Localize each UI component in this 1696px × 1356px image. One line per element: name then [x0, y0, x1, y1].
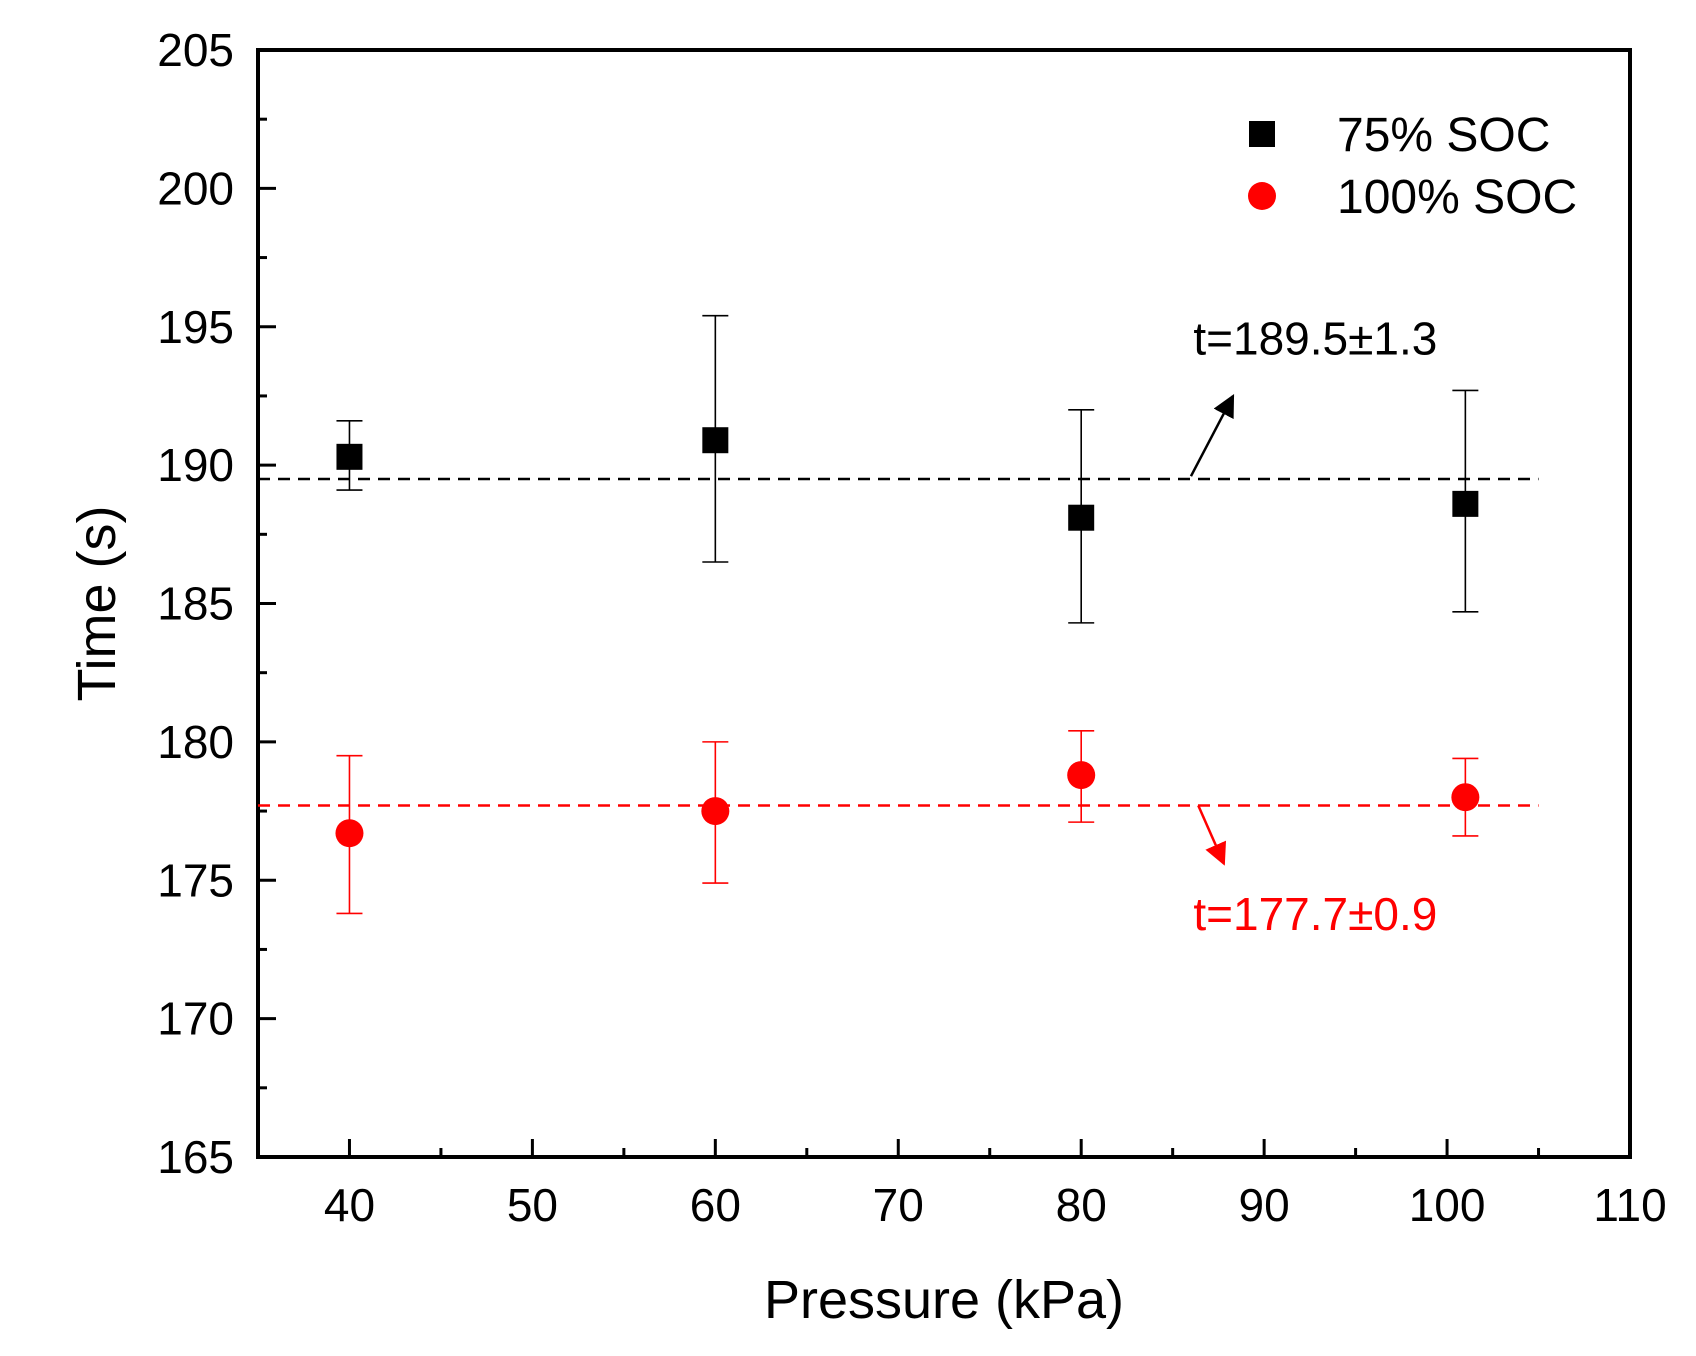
y-tick-label: 200 — [157, 162, 234, 214]
data-point-circle — [1451, 783, 1480, 812]
y-tick-label: 180 — [157, 716, 234, 768]
data-point-circle — [1067, 761, 1096, 790]
axes-layer: 40 50 60 70 80 90 100 110 165 170 175 180 185 190 195 2… — [157, 24, 1666, 1231]
x-tick-label: 50 — [507, 1179, 558, 1231]
y-axis-title: Time (s) — [67, 506, 127, 702]
x-tick-label: 80 — [1056, 1179, 1107, 1231]
x-axis-title: Pressure (kPa) — [764, 1270, 1124, 1330]
y-tick-label: 205 — [157, 24, 234, 76]
annotation-arrow-1 — [1189, 393, 1235, 477]
data-point-square — [702, 427, 729, 454]
reference-lines-layer — [258, 477, 1539, 807]
y-tick-label: 190 — [157, 439, 234, 491]
data-point-square — [336, 443, 363, 470]
annotation-arrow-2 — [1197, 805, 1227, 866]
legend-swatch-square — [1249, 121, 1275, 147]
data-point-square — [1452, 490, 1479, 517]
legend-label: 100% SOC — [1337, 171, 1577, 224]
x-tick-label: 100 — [1409, 1179, 1486, 1231]
error-bars-layer — [336, 314, 1479, 915]
y-tick-label: 165 — [157, 1131, 234, 1183]
y-tick-label: 175 — [157, 854, 234, 906]
x-tick-label: 110 — [1593, 1179, 1666, 1231]
y-tick-label: 185 — [157, 578, 234, 630]
data-points-layer — [335, 427, 1480, 848]
legend: 75% SOC 100% SOC — [1248, 109, 1577, 224]
x-tick-label: 70 — [873, 1179, 924, 1231]
annotation-label-1: t=189.5±1.3 — [1193, 312, 1437, 364]
y-tick-label: 170 — [157, 993, 234, 1045]
annotations-layer: t=189.5±1.3 t=177.7±0.9 — [1189, 312, 1437, 940]
annotation-label-2: t=177.7±0.9 — [1193, 888, 1437, 940]
legend-swatch-circle — [1248, 182, 1276, 210]
x-tick-label: 40 — [324, 1179, 375, 1231]
y-tick-label: 195 — [157, 301, 234, 353]
x-tick-label: 60 — [690, 1179, 741, 1231]
data-point-circle — [335, 819, 364, 848]
legend-label: 75% SOC — [1337, 109, 1550, 162]
x-tick-label: 90 — [1239, 1179, 1290, 1231]
data-point-square — [1068, 504, 1095, 531]
data-point-circle — [701, 797, 730, 826]
